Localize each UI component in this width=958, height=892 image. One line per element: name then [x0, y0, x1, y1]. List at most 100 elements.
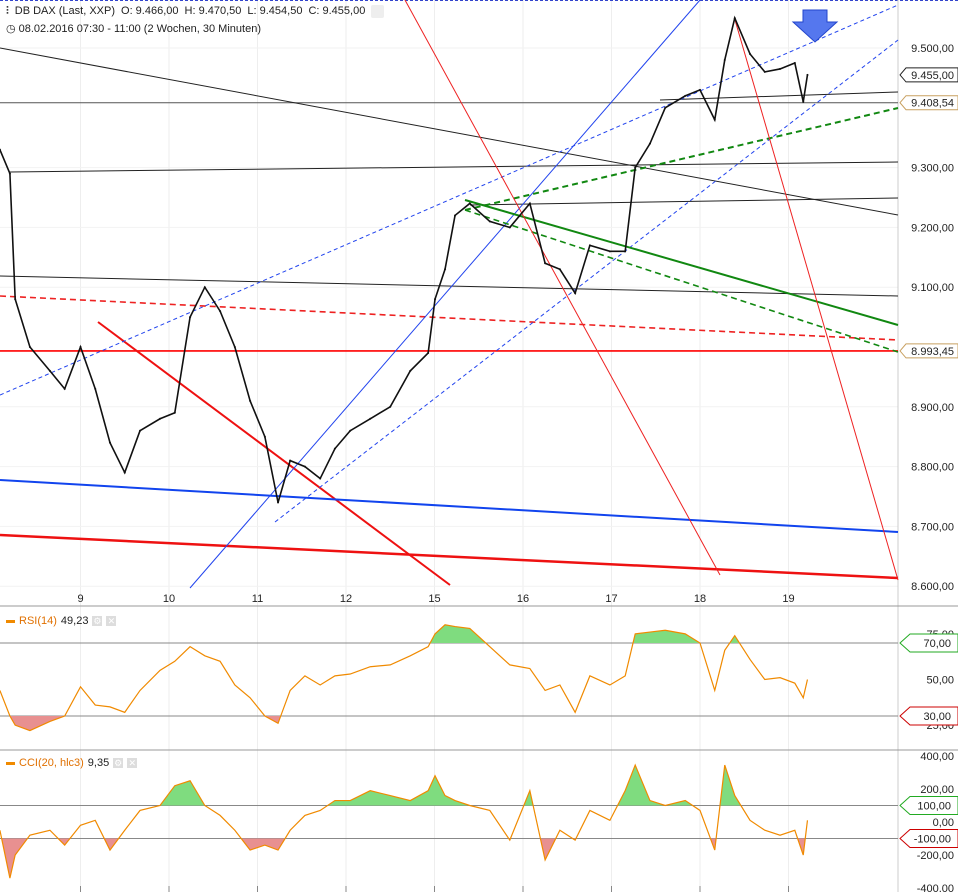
trend-line[interactable]: [0, 479, 899, 533]
trend-line[interactable]: [464, 107, 899, 211]
rsi-threshold-label: 70,00: [923, 638, 951, 650]
price-tag-label: 8.993,45: [911, 346, 954, 358]
trend-line[interactable]: [274, 39, 899, 523]
time-range: 08.02.2016 07:30 - 11:00 (2 Wochen, 30 M…: [18, 23, 261, 35]
trend-line[interactable]: [9, 161, 899, 173]
instrument-name: DB DAX (Last, XXP): [14, 5, 116, 18]
high-value: H: 9.470,50: [184, 5, 242, 18]
price-point: [684, 94, 687, 97]
cci-oversold-fill: [0, 838, 808, 879]
gear-icon[interactable]: [371, 5, 385, 18]
rsi-value: 49,23: [60, 615, 89, 627]
price-point: [389, 405, 392, 408]
clock-icon: ◷: [6, 23, 16, 35]
price-tag-label: 9.455,00: [911, 70, 954, 82]
rsi-threshold-tag: [899, 706, 958, 726]
price-point: [219, 310, 222, 313]
price-point: [806, 73, 809, 76]
price-point: [333, 447, 336, 450]
price-point: [63, 387, 66, 390]
y-tick-label: 9.100,00: [911, 282, 954, 294]
trend-line[interactable]: [469, 197, 899, 206]
rsi-y-tick-label: 50,00: [926, 675, 954, 687]
low-value: L: 9.454,50: [247, 5, 303, 18]
price-tag: [899, 343, 958, 359]
cci-label: CCI(20, hlc3): [19, 757, 84, 769]
x-tick-label: 19: [782, 593, 794, 605]
cci-header: CCI(20, hlc3) 9,35 ⚙ ✕: [6, 757, 138, 769]
x-tick-label: 18: [694, 593, 706, 605]
trend-line[interactable]: [0, 295, 899, 341]
price-point: [802, 100, 805, 103]
price-point: [173, 411, 176, 414]
close-value: C: 9.455,00: [308, 5, 366, 18]
price-point: [409, 369, 412, 372]
rsi-close-icon[interactable]: ✕: [106, 616, 117, 626]
x-tick-label: 11: [252, 593, 263, 605]
price-point: [588, 244, 591, 247]
arrow-down-marker[interactable]: [791, 9, 839, 43]
price-point: [349, 429, 352, 432]
cci-y-tick-label: 200,00: [920, 784, 954, 796]
price-point: [48, 369, 51, 372]
y-tick-label: 8.800,00: [911, 462, 954, 474]
trend-line[interactable]: [659, 91, 899, 101]
trend-line[interactable]: [0, 533, 899, 580]
price-point: [723, 58, 726, 61]
price-point: [733, 17, 736, 20]
chart-header: ⫶ DB DAX (Last, XXP) O: 9.466,00 H: 9.470,5…: [6, 5, 390, 18]
price-point: [468, 202, 471, 205]
price-point: [14, 298, 17, 301]
price-point: [319, 477, 322, 480]
price-point: [263, 435, 266, 438]
chart-settings-icon[interactable]: ⫶: [6, 5, 9, 18]
trend-line[interactable]: [0, 47, 899, 216]
rsi-label: RSI(14): [19, 615, 57, 627]
price-series-line: [0, 15, 809, 503]
trend-line[interactable]: [404, 0, 721, 576]
trend-line[interactable]: [189, 0, 701, 589]
cci-settings-icon[interactable]: ⚙: [113, 758, 124, 768]
price-point: [749, 52, 752, 55]
cci-color-swatch: [6, 761, 15, 765]
price-point: [189, 316, 192, 319]
cci-threshold-label: 100,00: [917, 801, 951, 813]
price-point: [488, 220, 491, 223]
rsi-line: [0, 624, 809, 732]
price-point: [793, 61, 796, 64]
trend-line[interactable]: [97, 321, 451, 586]
price-point: [108, 441, 111, 444]
open-value: O: 9.466,00: [121, 5, 179, 18]
price-point: [233, 346, 236, 348]
price-tag-label: 9.408,54: [911, 98, 954, 110]
price-point: [508, 226, 511, 229]
price-point: [558, 268, 561, 271]
price-point: [624, 250, 627, 253]
cci-close-icon[interactable]: ✕: [127, 758, 138, 768]
price-point: [123, 471, 126, 474]
cci-y-tick-label: 0,00: [933, 817, 954, 829]
y-tick-label: 8.600,00: [911, 581, 954, 593]
trend-line[interactable]: [464, 199, 899, 326]
cci-overbought-fill: [0, 765, 808, 806]
x-tick-label: 16: [517, 593, 529, 605]
price-point: [664, 106, 667, 109]
trend-line[interactable]: [464, 209, 899, 353]
range-header: ◷ 08.02.2016 07:30 - 11:00 (2 Wochen, 30 …: [6, 22, 267, 35]
price-point: [139, 429, 142, 432]
y-tick-label: 8.700,00: [911, 521, 954, 533]
trend-line[interactable]: [0, 275, 899, 297]
price-point: [369, 417, 372, 420]
y-tick-label: 9.200,00: [911, 222, 954, 234]
price-point: [289, 459, 292, 462]
trend-line[interactable]: [0, 4, 899, 396]
trend-line[interactable]: [734, 19, 899, 581]
price-point: [8, 172, 11, 175]
price-point: [713, 118, 716, 121]
y-tick-label: 9.500,00: [911, 43, 954, 55]
rsi-settings-icon[interactable]: ⚙: [92, 616, 103, 626]
price-point: [634, 166, 637, 169]
price-point: [427, 351, 430, 354]
price-point: [303, 465, 306, 468]
